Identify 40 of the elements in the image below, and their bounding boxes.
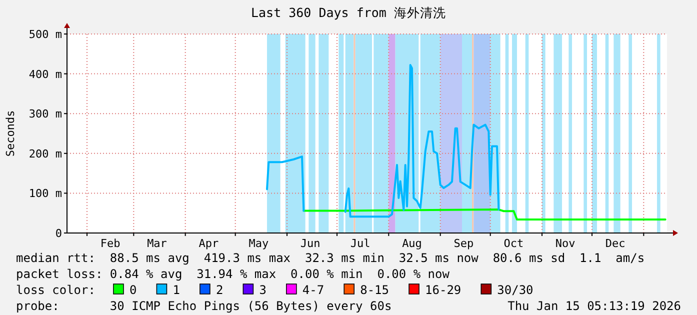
legend-item: 4-7 bbox=[286, 283, 324, 297]
x-tick-label: Dec bbox=[605, 237, 626, 250]
legend-label: 2 bbox=[216, 283, 224, 297]
text: median rtt: 88.5 ms avg 419.3 ms max 32.3 ms min 32.5 ms now 80.6 ms sd 1.1 am/s bbox=[16, 251, 645, 265]
x-tick-label: Mar bbox=[147, 237, 168, 250]
legend-item: 1 bbox=[156, 283, 180, 297]
text: Thu Jan 15 05:13:19 2026 bbox=[508, 299, 681, 313]
legend-item: 16-29 bbox=[408, 283, 462, 297]
y-tick-label: 500 m bbox=[28, 28, 62, 41]
legend-label: 30/30 bbox=[497, 283, 534, 297]
legend-label: 16-29 bbox=[425, 283, 462, 297]
x-tick-label: Oct bbox=[504, 237, 524, 250]
legend-item: 3 bbox=[242, 283, 266, 297]
x-tick-label: May bbox=[248, 237, 269, 250]
x-tick-label: Jun bbox=[300, 237, 320, 250]
y-tick-label: 100 m bbox=[28, 187, 62, 200]
legend-item: 2 bbox=[200, 283, 224, 297]
text: probe: 30 ICMP Echo Pings (56 Bytes) every 60s bbox=[16, 299, 392, 313]
chart-title: Last 360 Days from 海外清洗 bbox=[251, 5, 446, 20]
x-tick-label: Nov bbox=[555, 237, 576, 250]
legend-label: 8-15 bbox=[360, 283, 390, 297]
legend-item: 30/30 bbox=[480, 283, 534, 297]
legend-label: 1 bbox=[172, 283, 180, 297]
y-axis-title: Seconds bbox=[4, 110, 17, 157]
text: packet loss: 0.84 % avg 31.94 % max 0.00 % min 0.00 % now bbox=[16, 267, 450, 281]
x-tick-label: Sep bbox=[454, 237, 474, 250]
legend-label: 3 bbox=[259, 283, 266, 297]
x-tick-label: Aug bbox=[402, 237, 422, 250]
legend-item: 0 bbox=[113, 283, 137, 297]
y-tick-label: 200 m bbox=[28, 147, 62, 160]
y-tick-label: 300 m bbox=[28, 108, 62, 121]
x-tick-label: Jul bbox=[350, 237, 370, 250]
x-tick-label: Feb bbox=[100, 237, 120, 250]
legend-item: 8-15 bbox=[344, 283, 390, 297]
legend-label: 0 bbox=[129, 283, 137, 297]
y-tick-label: 400 m bbox=[28, 68, 62, 81]
y-tick-label: 0 bbox=[55, 227, 62, 240]
x-tick-label: Apr bbox=[198, 237, 219, 250]
legend-title: loss color: bbox=[16, 283, 96, 297]
legend-label: 4-7 bbox=[302, 283, 324, 297]
